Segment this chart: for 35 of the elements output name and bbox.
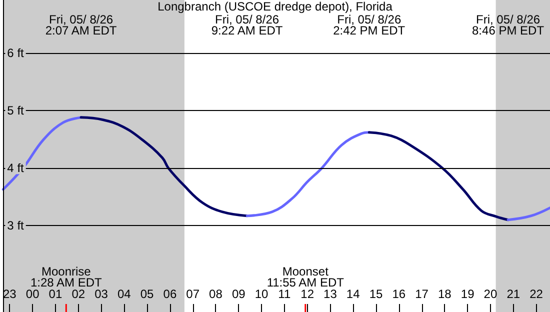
x-tick-label: 21 [506, 287, 520, 301]
x-tick-label: 08 [209, 287, 223, 301]
x-tick-label: 15 [369, 287, 383, 301]
x-tick-label: 10 [254, 287, 269, 301]
x-tick-label: 09 [232, 287, 246, 301]
x-tick-label: 05 [140, 287, 154, 301]
x-tick-label: 01 [48, 287, 62, 301]
x-tick-label: 16 [392, 287, 406, 301]
chart-title: Longbranch (USCOE dredge depot), Florida [158, 0, 393, 14]
ref-line-label: Moonset 11:55 AM EDT [266, 264, 345, 290]
x-tick-label: 22 [530, 287, 544, 301]
ref-line-label: Moonrise 1:28 AM EDT [30, 264, 102, 290]
x-tick-label: 14 [346, 287, 360, 301]
x-tick-label: 18 [438, 287, 452, 301]
x-tick-label: 23 [2, 287, 17, 301]
x-tick-label: 00 [26, 287, 40, 301]
annotation: Fri, 05/ 8/26 2:07 AM EDT [45, 12, 118, 38]
y-tick-label: 3 ft [7, 218, 25, 233]
y-tick-label: 4 ft [7, 161, 25, 176]
x-tick-label: 04 [117, 287, 132, 301]
x-tick-label: 20 [484, 287, 498, 301]
x-tick-label: 12 [300, 287, 314, 301]
x-tick-label: 03 [94, 287, 108, 301]
x-tick-label: 13 [324, 287, 338, 301]
y-tick-label: 5 ft [7, 104, 25, 118]
x-tick-label: 06 [163, 287, 177, 301]
x-tick-label: 07 [186, 287, 200, 301]
y-tick-label: 6 ft [7, 46, 25, 60]
x-tick-label: 11 [278, 287, 291, 301]
annotation: Fri, 05/ 8/26 2:42 PM EDT [333, 12, 406, 38]
annotation: Fri, 05/ 8/26 9:22 AM EDT [211, 12, 284, 38]
x-tick-label: 17 [415, 287, 429, 301]
x-tick-label: 19 [460, 287, 475, 301]
annotation: Fri, 05/ 8/26 8:46 PM EDT [472, 12, 545, 38]
x-tick-label: 02 [72, 287, 86, 301]
